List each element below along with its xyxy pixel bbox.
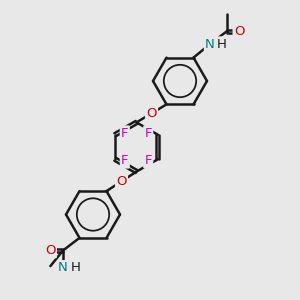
Text: H: H (217, 38, 226, 51)
Text: H: H (71, 261, 80, 274)
Text: O: O (234, 25, 244, 38)
Text: N: N (205, 38, 215, 51)
Text: F: F (121, 127, 128, 140)
Text: O: O (116, 175, 127, 188)
Text: F: F (145, 127, 152, 140)
Text: F: F (121, 154, 128, 167)
Text: F: F (145, 154, 152, 167)
Text: O: O (45, 244, 56, 257)
Text: O: O (146, 107, 157, 120)
Text: N: N (58, 261, 68, 274)
